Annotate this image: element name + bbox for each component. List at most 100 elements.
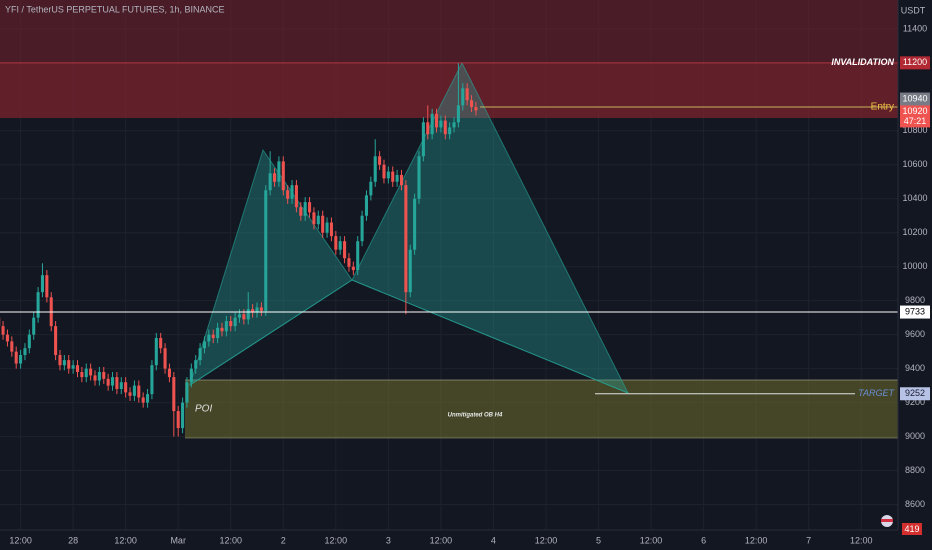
zone-label: POI bbox=[195, 404, 212, 415]
candle-body bbox=[224, 321, 228, 332]
x-tick-label: 12:00 bbox=[745, 535, 768, 545]
candle-body bbox=[290, 185, 294, 199]
y-tick-label: 10400 bbox=[902, 193, 927, 203]
candle-body bbox=[378, 156, 382, 165]
candle-body bbox=[163, 348, 167, 369]
y-tick-label: 10000 bbox=[902, 261, 927, 271]
candle-body bbox=[14, 351, 18, 364]
candle-body bbox=[220, 327, 224, 332]
candle-body bbox=[404, 185, 408, 293]
candle-body bbox=[124, 382, 128, 393]
candle-body bbox=[343, 241, 347, 259]
y-tick-label: 10800 bbox=[902, 125, 927, 135]
candle-body bbox=[75, 365, 80, 373]
candle-body bbox=[465, 88, 469, 101]
candle-body bbox=[299, 207, 303, 216]
candle-body bbox=[32, 317, 36, 335]
y-tick-label: 9600 bbox=[905, 329, 925, 339]
candle-body bbox=[264, 190, 268, 311]
countdown: 47:21 bbox=[904, 116, 927, 126]
candle-body bbox=[474, 107, 478, 111]
candle-body bbox=[294, 185, 298, 208]
candle-body bbox=[141, 397, 145, 403]
candle-body bbox=[246, 309, 250, 320]
x-tick-label: 6 bbox=[701, 535, 706, 545]
candle-body bbox=[237, 314, 242, 318]
candle-body bbox=[308, 202, 312, 213]
candle-body bbox=[286, 190, 290, 199]
candle-body bbox=[207, 334, 211, 342]
y-tick-label: 10600 bbox=[902, 159, 927, 169]
y-tick-label: 9800 bbox=[905, 295, 925, 305]
candle-body bbox=[334, 236, 338, 250]
y-tick-label: 9200 bbox=[905, 397, 925, 407]
candle-body bbox=[452, 122, 456, 128]
candle-body bbox=[10, 341, 14, 352]
x-tick-label: 12:00 bbox=[430, 535, 453, 545]
candle-body bbox=[413, 198, 417, 250]
order-block-zone bbox=[185, 380, 898, 438]
candle-body bbox=[167, 368, 171, 378]
badge: 419 bbox=[904, 524, 919, 534]
candle-body bbox=[426, 122, 430, 135]
candle-body bbox=[19, 355, 23, 364]
candle-body bbox=[58, 355, 62, 366]
candle-body bbox=[417, 156, 421, 199]
pattern-leg bbox=[189, 279, 353, 386]
candle-body bbox=[5, 334, 9, 342]
time-axis bbox=[0, 530, 932, 550]
candle-body bbox=[369, 181, 373, 196]
candle-body bbox=[89, 368, 93, 376]
x-tick-label: 12:00 bbox=[640, 535, 663, 545]
y-tick-label: 9000 bbox=[905, 431, 925, 441]
candle-body bbox=[382, 164, 386, 179]
price-tag bbox=[900, 387, 930, 401]
badge-tag bbox=[902, 523, 922, 535]
candle-body bbox=[137, 385, 141, 398]
price-tag-label: 11200 bbox=[903, 57, 927, 67]
x-tick-label: 12:00 bbox=[850, 535, 873, 545]
candle-body bbox=[1, 326, 5, 335]
level-label: TARGET bbox=[858, 388, 895, 398]
candle-body bbox=[456, 105, 460, 123]
candle-body bbox=[176, 411, 180, 429]
candle-body bbox=[470, 100, 474, 108]
x-tick-label: 12:00 bbox=[219, 535, 242, 545]
price-axis bbox=[898, 0, 932, 550]
candle-body bbox=[303, 202, 307, 216]
x-tick-label: 28 bbox=[68, 535, 78, 545]
candle-body bbox=[23, 348, 27, 356]
candle-body bbox=[194, 360, 198, 369]
candle-body bbox=[62, 360, 66, 366]
candle-body bbox=[80, 372, 84, 378]
candle-body bbox=[229, 321, 233, 327]
candles bbox=[0, 62, 478, 437]
candle-body bbox=[338, 241, 342, 250]
x-tick-label: 3 bbox=[386, 535, 391, 545]
candle-body bbox=[185, 382, 189, 403]
candle-body bbox=[216, 327, 220, 339]
candle-body bbox=[27, 334, 31, 349]
candle-body bbox=[102, 372, 106, 379]
candle-body bbox=[312, 212, 316, 225]
y-axis-label: USDT bbox=[901, 5, 926, 15]
candle-body bbox=[268, 173, 272, 191]
level-label: Entry bbox=[871, 102, 894, 113]
candle-body bbox=[106, 378, 110, 386]
levels: INVALIDATION Entry TARGET bbox=[0, 57, 898, 398]
x-tick-label: 12:00 bbox=[535, 535, 558, 545]
y-tick-label: 11400 bbox=[903, 23, 927, 33]
candle-body bbox=[40, 275, 45, 293]
candle-body bbox=[356, 241, 360, 271]
candle-body bbox=[110, 377, 115, 386]
price-tag bbox=[900, 92, 930, 106]
candle-body bbox=[259, 307, 263, 311]
x-tick-label: 7 bbox=[806, 535, 811, 545]
candle-body bbox=[272, 173, 277, 182]
x-tick-label: 12:00 bbox=[114, 535, 137, 545]
candle-body bbox=[461, 88, 465, 106]
chart-title: YFI / TetherUS PERPETUAL FUTURES, 1h, BI… bbox=[5, 4, 225, 14]
candle-body bbox=[233, 317, 237, 327]
candle-body bbox=[198, 348, 202, 361]
candle-body bbox=[347, 258, 351, 267]
